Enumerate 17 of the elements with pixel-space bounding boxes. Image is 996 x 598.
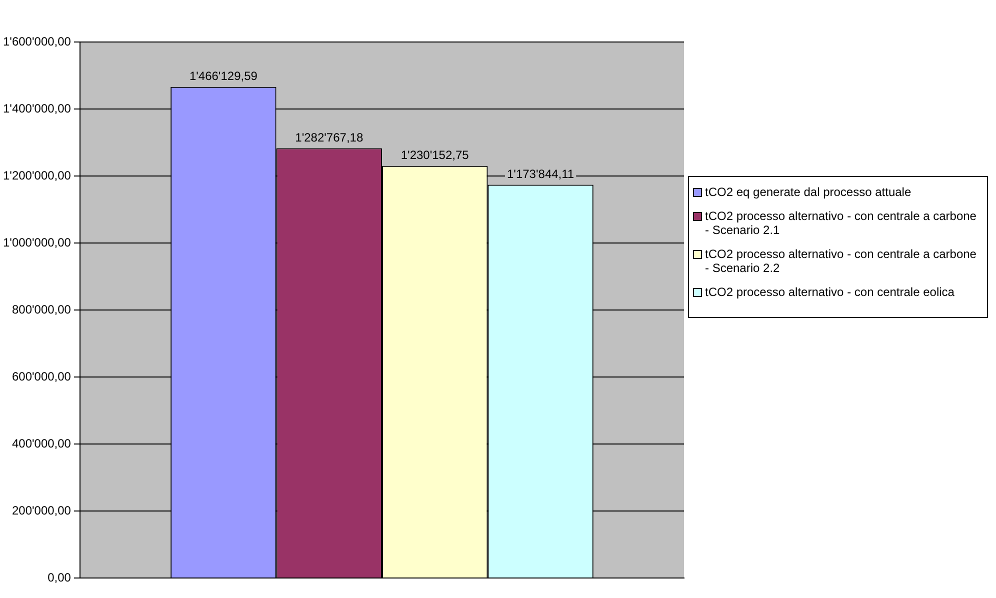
data-label: 1'230'152,75 <box>400 148 470 162</box>
y-tick-label: 800'000,00 <box>12 302 72 316</box>
legend-label: tCO2 processo alternativo - con centrale eolica <box>705 285 954 299</box>
y-tick-label: 0,00 <box>48 570 72 584</box>
y-tick-label: 1'400'000,00 <box>2 101 72 116</box>
legend-label: tCO2 processo alternativo - con centrale a carbone - Scenario 2.2 <box>705 247 978 275</box>
y-tick-label: 600'000,00 <box>12 369 72 384</box>
data-label: 1'282'767,18 <box>295 130 364 145</box>
y-tick-label: 1'600'000,00 <box>2 34 72 48</box>
legend-label: tCO2 eq generate dal processo attuale <box>705 185 912 199</box>
y-tick-label: 1'200'000,00 <box>2 168 72 182</box>
y-tick-label: 400'000,00 <box>12 436 72 450</box>
legend-label: tCO2 processo alternativo - con centrale a carbone - Scenario 2.1 <box>705 209 978 237</box>
data-label: 1'466'129,59 <box>189 69 258 84</box>
y-tick-label: 1'000'000,00 <box>2 235 72 250</box>
y-tick-label: 200'000,00 <box>12 503 72 518</box>
data-label: 1'173'844,11 <box>507 167 574 182</box>
